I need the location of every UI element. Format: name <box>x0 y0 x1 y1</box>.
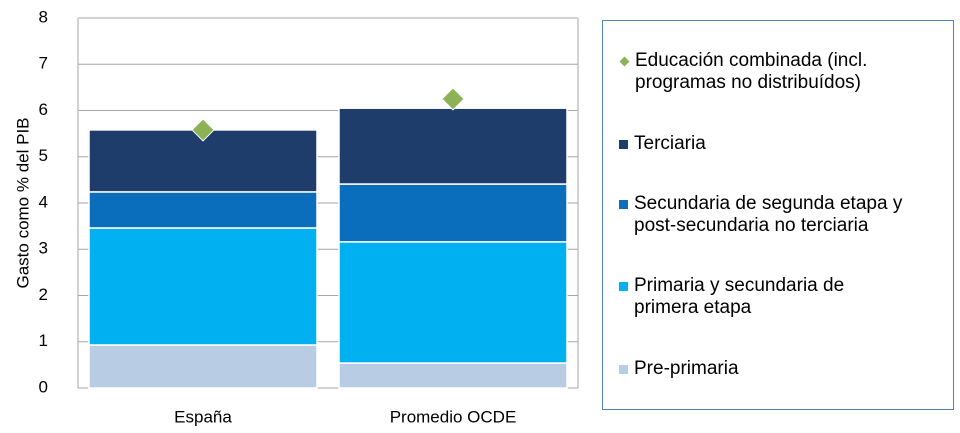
legend-swatch <box>619 282 628 292</box>
x-tick-label: España <box>174 407 232 426</box>
legend-label: Primaria y secundaria de primera etapa <box>634 275 845 319</box>
bar-segment <box>88 191 318 229</box>
y-tick-label: 8 <box>39 7 48 26</box>
y-tick-label: 2 <box>39 285 48 304</box>
legend-swatch <box>619 199 628 209</box>
bar-segment <box>88 344 318 389</box>
y-tick-label: 5 <box>39 146 48 165</box>
legend-label: Secundaria de segunda etapa y post-secun… <box>634 192 903 236</box>
bar-segment <box>338 241 568 364</box>
legend-swatch <box>619 364 628 374</box>
legend-swatch <box>619 139 628 149</box>
bar-segment <box>338 362 568 389</box>
legend-item: Primaria y secundaria de primera etapa <box>619 275 947 319</box>
legend: Educación combinada (incl. programas no … <box>602 20 954 410</box>
diamond-marker <box>441 87 465 111</box>
y-tick-label: 1 <box>39 331 48 350</box>
legend-item: Pre-primaria <box>619 358 947 380</box>
bar-segment <box>338 183 568 243</box>
y-axis-title: Gasto como % del PIB <box>13 117 32 288</box>
legend-item: Secundaria de segunda etapa y post-secun… <box>619 193 947 237</box>
y-tick-label: 3 <box>39 239 48 258</box>
legend-label: Educación combinada (incl. programas no … <box>635 50 868 94</box>
y-tick-label: 6 <box>39 100 48 119</box>
x-tick-label: Promedio OCDE <box>390 407 517 426</box>
legend-item: Terciaria <box>619 133 947 155</box>
legend-swatch <box>619 56 630 67</box>
bar-segment <box>88 227 318 346</box>
legend-label: Pre-primaria <box>634 357 739 379</box>
legend-label: Terciaria <box>634 132 706 154</box>
y-tick-label: 0 <box>39 377 48 396</box>
diamond-marker <box>191 118 215 142</box>
legend-item: Educación combinada (incl. programas no … <box>619 50 947 94</box>
y-tick-label: 4 <box>39 192 48 211</box>
y-tick-label: 7 <box>39 54 48 73</box>
bar-segment <box>338 107 568 185</box>
